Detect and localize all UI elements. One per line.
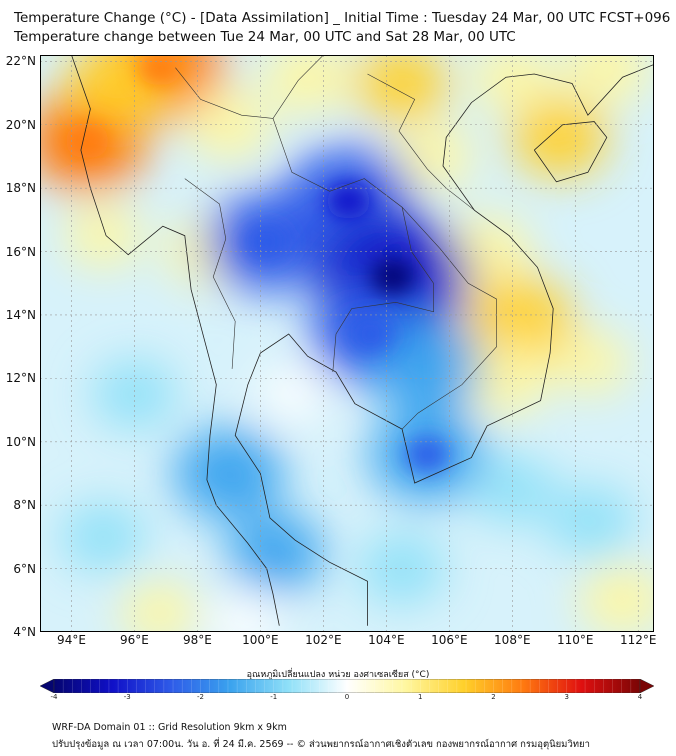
longitude-label: 100°E bbox=[242, 633, 279, 647]
longitude-label: 98°E bbox=[182, 633, 212, 647]
longitude-label: 106°E bbox=[431, 633, 468, 647]
colorbar-min-arrow bbox=[39, 678, 55, 694]
longitude-label: 94°E bbox=[57, 633, 86, 647]
colorbar-tick-label: 3 bbox=[564, 693, 569, 701]
field-anomaly bbox=[60, 502, 146, 572]
field-core bbox=[244, 224, 289, 261]
colorbar-tick-label: 4 bbox=[637, 693, 643, 701]
latitude-label: 12°N bbox=[5, 371, 36, 386]
footer-model-info: WRF-DA Domain 01 :: Grid Resolution 9km … bbox=[52, 722, 287, 733]
field-anomaly bbox=[547, 485, 636, 558]
field-anomaly bbox=[469, 454, 555, 525]
colorbar-tick-label: 2 bbox=[491, 693, 496, 701]
latitude-label: 14°N bbox=[5, 307, 36, 322]
field-anomaly bbox=[263, 55, 352, 114]
latitude-label: 6°N bbox=[13, 561, 36, 576]
country-border bbox=[401, 206, 497, 430]
field-anomaly bbox=[355, 55, 449, 122]
longitude-label: 96°E bbox=[120, 633, 149, 647]
chart-title: Temperature Change (°C) - [Data Assimila… bbox=[14, 10, 671, 26]
field-core bbox=[326, 182, 371, 219]
colorbar-tick-label: -2 bbox=[197, 693, 204, 701]
field-anomaly bbox=[173, 427, 285, 520]
field-core bbox=[348, 315, 393, 352]
field-core bbox=[65, 122, 110, 159]
colorbar-tick-label: -1 bbox=[270, 693, 278, 701]
colorbar-ramp bbox=[39, 678, 655, 694]
field-anomaly bbox=[186, 89, 272, 160]
country-border bbox=[367, 73, 475, 211]
field-core bbox=[405, 436, 450, 473]
country-border bbox=[184, 178, 236, 369]
field-anomaly bbox=[562, 55, 651, 104]
field-anomaly bbox=[227, 513, 325, 593]
longitude-label: 104°E bbox=[368, 633, 405, 647]
field-anomaly bbox=[64, 204, 142, 267]
coastline-west bbox=[71, 55, 280, 626]
latitude-label: 4°N bbox=[13, 625, 36, 639]
field-anomaly bbox=[511, 97, 608, 178]
map-canvas bbox=[40, 55, 654, 632]
field-anomaly bbox=[579, 565, 654, 632]
colorbar bbox=[39, 678, 655, 694]
longitude-label: 108°E bbox=[494, 633, 531, 647]
field-anomaly bbox=[372, 320, 483, 412]
colorbar-tick-label: 0 bbox=[344, 693, 350, 701]
country-border bbox=[175, 55, 324, 119]
field-anomaly bbox=[552, 331, 630, 394]
field-anomaly bbox=[257, 366, 327, 422]
field-core bbox=[370, 258, 415, 295]
latitude-label: 22°N bbox=[5, 54, 36, 69]
colorbar-tick-label: -4 bbox=[50, 693, 58, 701]
field-anomaly bbox=[121, 581, 199, 632]
latitude-label: 16°N bbox=[5, 244, 36, 259]
colorbar-tick-label: 1 bbox=[418, 693, 423, 701]
field-anomaly bbox=[209, 593, 281, 632]
colorbar-max-arrow bbox=[639, 678, 655, 694]
latitude-label: 8°N bbox=[13, 498, 36, 513]
colorbar-title: อุณหภูมิเปลี่ยนแปลง หน่วย องศาเซลเซียส (… bbox=[246, 670, 430, 680]
temperature-map bbox=[40, 55, 654, 632]
coastline-east bbox=[234, 64, 654, 626]
latitude-label: 20°N bbox=[5, 117, 36, 132]
longitude-label: 102°E bbox=[305, 633, 342, 647]
field-anomaly bbox=[91, 359, 178, 430]
latitude-label: 10°N bbox=[5, 434, 36, 449]
field-anomaly bbox=[358, 532, 447, 605]
field-core bbox=[137, 55, 182, 86]
latitude-label: 18°N bbox=[5, 181, 36, 196]
field-anomaly bbox=[393, 124, 474, 189]
footer-credit: ปรับปรุงข้อมูล ณ เวลา 07:00น. วัน อ. ที่… bbox=[52, 739, 590, 750]
map-frame bbox=[40, 55, 654, 632]
longitude-label: 110°E bbox=[557, 633, 594, 647]
island-outline bbox=[533, 121, 608, 183]
field-anomaly bbox=[471, 55, 554, 111]
longitude-label: 112°E bbox=[620, 633, 657, 647]
chart-subtitle: Temperature change between Tue 24 Mar, 0… bbox=[14, 29, 516, 45]
colorbar-tick-label: -3 bbox=[123, 693, 131, 701]
country-border bbox=[272, 118, 434, 373]
